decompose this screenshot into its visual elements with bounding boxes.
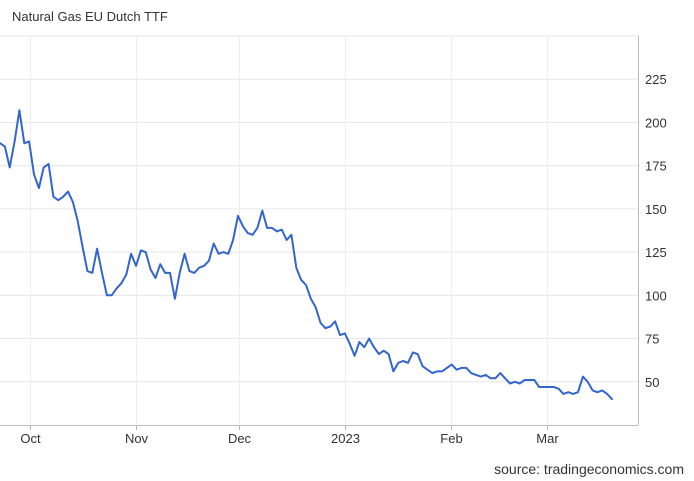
y-axis-tick-labels: 50 75 100 125 150 175 200 225 [645, 72, 667, 390]
series-line [0, 109, 613, 401]
source-label: source: tradingeconomics.com [494, 461, 684, 477]
x-tick-label: Oct [20, 431, 41, 446]
chart-title: Natural Gas EU Dutch TTF [12, 9, 168, 24]
x-tick-label: Feb [440, 431, 462, 446]
y-tick-label: 225 [645, 72, 667, 87]
x-tick-label: 2023 [331, 431, 360, 446]
y-tick-label: 100 [645, 288, 667, 303]
y-tick-label: 125 [645, 245, 667, 260]
y-tick-label: 200 [645, 115, 667, 130]
y-tick-label: 75 [645, 332, 659, 347]
series-group [0, 109, 613, 401]
y-tick-label: 50 [645, 375, 659, 390]
axes [0, 36, 639, 430]
x-tick-label: Dec [228, 431, 252, 446]
x-axis-tick-labels: Oct Nov Dec 2023 Feb Mar [20, 431, 559, 446]
grid-lines [0, 35, 638, 425]
x-tick-label: Nov [125, 431, 149, 446]
y-tick-label: 175 [645, 159, 667, 174]
y-tick-label: 150 [645, 202, 667, 217]
x-tick-label: Mar [536, 431, 559, 446]
